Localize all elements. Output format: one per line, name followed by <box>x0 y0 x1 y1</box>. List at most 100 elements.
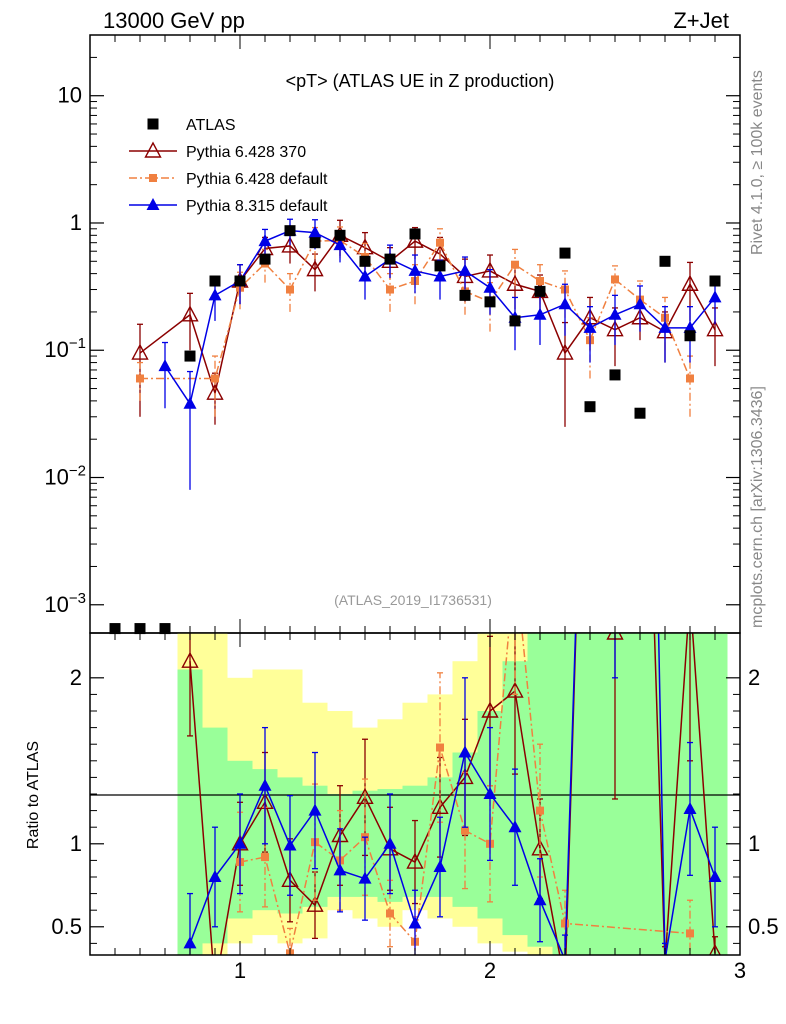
main-data-point <box>534 285 546 297</box>
ratio-point <box>481 701 499 718</box>
header-left: 13000 GeV pp <box>103 8 245 33</box>
ratio-point <box>664 953 666 955</box>
ratio-point <box>333 863 347 876</box>
main-data-point <box>459 289 471 301</box>
ratio-point <box>383 836 397 849</box>
ratio-point <box>584 173 597 185</box>
ratio-point <box>358 871 372 884</box>
ratio-ylabel: Ratio to ATLAS <box>25 741 42 849</box>
main-watermark: (ATLAS_2019_I1736531) <box>334 592 492 608</box>
main-ytick-label: 10 <box>58 83 82 108</box>
ratio-axes: 0.5 0.5 1 1 2 2 1 2 3 <box>51 633 779 983</box>
main-point <box>211 374 219 383</box>
main-point <box>681 274 699 291</box>
ratio-point <box>709 943 721 955</box>
ratio-xtick-label: 2 <box>484 958 496 983</box>
main-point <box>686 374 694 383</box>
main-marks <box>109 218 724 635</box>
legend-label: Pythia 8.315 default <box>186 198 328 215</box>
ratio-band-inner <box>577 633 603 955</box>
legend-marker <box>149 174 157 182</box>
ratio-point <box>536 806 544 815</box>
side-source: mcplots.cern.ch [arXiv:1306.3436] <box>749 386 766 628</box>
main-data-point <box>359 255 371 267</box>
side-version: Rivet 4.1.0, ≥ 100k events <box>749 70 766 255</box>
main-point <box>208 288 222 301</box>
ratio-ytick-label: 0.5 <box>51 914 82 939</box>
main-data-point <box>284 225 296 237</box>
main-data-point <box>234 275 246 287</box>
main-data-point <box>384 253 396 265</box>
main-ytick-label: 10−3 <box>44 590 86 617</box>
main-axes: 10−3 10−2 10−1 1 10 <box>44 34 741 633</box>
header-right: Z+Jet <box>673 8 729 33</box>
main-data-point <box>209 275 221 287</box>
main-point <box>136 374 144 383</box>
main-data-point <box>434 260 446 272</box>
main-ytick-label: 10−1 <box>44 335 86 362</box>
main-point <box>583 320 597 333</box>
main-point <box>706 320 724 337</box>
main-point <box>608 307 622 320</box>
legend-marker <box>147 118 159 130</box>
main-line-pythia-6-428-370 <box>139 234 716 397</box>
main-point <box>436 238 444 247</box>
ratio-point <box>511 558 519 566</box>
main-point <box>633 297 647 310</box>
ratio-point <box>683 587 698 601</box>
ratio-point <box>436 743 444 752</box>
ratio-point <box>283 838 297 851</box>
main-data-point <box>584 401 596 413</box>
ratio-point <box>683 801 697 814</box>
main-point <box>536 277 544 286</box>
main-point <box>286 285 294 294</box>
ratio-point <box>181 651 199 668</box>
main-data-point <box>684 330 696 342</box>
ratio-point <box>508 820 522 833</box>
main-title: <pT> (ATLAS UE in Z production) <box>286 71 555 91</box>
ratio-point <box>461 826 469 835</box>
ratio-point <box>433 860 447 873</box>
ratio-point <box>258 778 272 791</box>
ratio-point <box>558 975 573 989</box>
ratio-point <box>708 869 722 882</box>
main-point <box>281 236 299 253</box>
main-point <box>658 320 672 333</box>
main-point <box>406 231 424 248</box>
ratio-point <box>408 916 422 929</box>
ratio-line-pythia-6-428-370 <box>189 633 716 955</box>
main-ytick-label: 10−2 <box>44 463 86 490</box>
main-point <box>506 274 524 291</box>
ratio-point <box>183 936 197 949</box>
main-data-point <box>634 407 646 419</box>
main-plot: 10−3 10−2 10−1 1 10 <pT> (ATLAS UE in Z prod… <box>44 34 741 635</box>
legend-marker <box>144 141 162 158</box>
legend: ATLAS Pythia 6.428 370 Pythia 6.428 defaul… <box>129 117 328 215</box>
main-point <box>333 238 347 251</box>
ratio-point <box>431 797 449 814</box>
ratio-point <box>533 893 547 906</box>
main-point <box>183 396 197 409</box>
ratio-ytick-label: 1 <box>70 831 82 856</box>
ratio-point <box>233 836 247 849</box>
main-point <box>181 305 199 322</box>
ratio-point <box>208 980 223 994</box>
main-point <box>358 269 372 282</box>
main-point <box>458 263 472 276</box>
main-data-point <box>709 275 721 287</box>
main-point <box>611 275 619 284</box>
ratio-point <box>483 787 497 799</box>
ratio-point <box>686 929 694 938</box>
main-data-point <box>484 296 496 308</box>
ratio-point <box>208 869 222 882</box>
ratio-plot: 0.5 0.5 1 1 2 2 1 2 3 Ratio to ATLAS <box>25 173 779 994</box>
ratio-point <box>308 803 322 816</box>
main-point <box>433 269 447 282</box>
main-point <box>558 297 572 310</box>
main-point <box>708 290 722 303</box>
legend-label: ATLAS <box>186 117 236 134</box>
ratio-point <box>261 853 269 862</box>
ratio-xtick-label: 1 <box>234 958 246 983</box>
ratio-ytick-label-right: 1 <box>748 831 760 856</box>
